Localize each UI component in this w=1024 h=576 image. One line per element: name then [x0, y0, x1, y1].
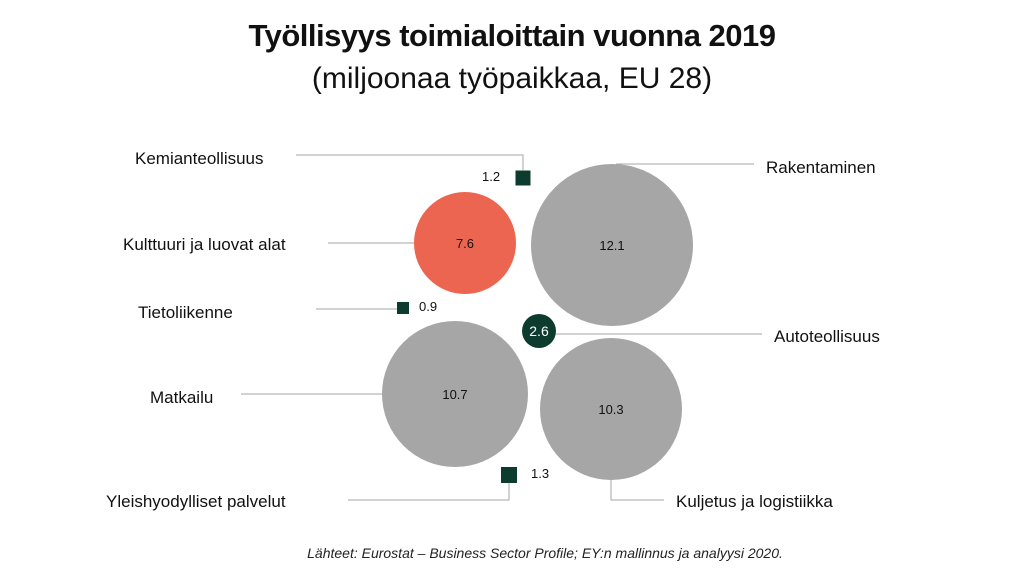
bubble-matkailu [382, 321, 528, 467]
leader-line-kuljetus-ja-logistiikka [610, 480, 664, 501]
square-tietoliikenne [397, 302, 409, 314]
square-yleishyodylliset-palvelut [501, 467, 517, 483]
category-label-tietoliikenne: Tietoliikenne [138, 303, 233, 322]
value-label-matkailu: 10.7 [442, 387, 467, 402]
leader-line-yleishyodylliset-palvelut [348, 483, 510, 501]
category-label-yleishyodylliset-palvelut: Yleishyodylliset palvelut [106, 492, 286, 511]
chart-subtitle: (miljoonaa työpaikkaa, EU 28) [311, 62, 713, 95]
value-label-rakentaminen: 12.1 [599, 238, 624, 253]
square-kemianteollisuus [515, 170, 531, 186]
category-label-rakentaminen: Rakentaminen [766, 158, 876, 177]
leader-line-kemianteollisuus [296, 154, 524, 170]
bubble-autoteollisuus [522, 314, 556, 348]
value-label-yleishyodylliset-palvelut: 1.3 [531, 466, 549, 481]
category-label-kuljetus-ja-logistiikka: Kuljetus ja logistiikka [676, 492, 833, 511]
value-label-kemianteollisuus: 1.2 [482, 169, 500, 184]
source-note: Lähteet: Eurostat – Business Sector Prof… [307, 545, 783, 561]
value-label-kulttuuri-ja-luovat-alat: 7.6 [456, 236, 474, 251]
bubble-rakentaminen [531, 164, 693, 326]
category-label-matkailu: Matkailu [150, 388, 213, 407]
category-label-kemianteollisuus: Kemianteollisuus [135, 149, 264, 168]
bubble-kulttuuri-ja-luovat-alat [414, 192, 516, 294]
bubble-kuljetus-ja-logistiikka [540, 338, 682, 480]
value-label-autoteollisuus: 2.6 [529, 323, 549, 339]
category-label-autoteollisuus: Autoteollisuus [774, 327, 880, 346]
chart-title: Työllisyys toimialoittain vuonna 2019 [248, 18, 776, 53]
value-label-tietoliikenne: 0.9 [419, 299, 437, 314]
category-label-kulttuuri-ja-luovat-alat: Kulttuuri ja luovat alat [123, 235, 286, 254]
value-label-kuljetus-ja-logistiikka: 10.3 [598, 402, 623, 417]
